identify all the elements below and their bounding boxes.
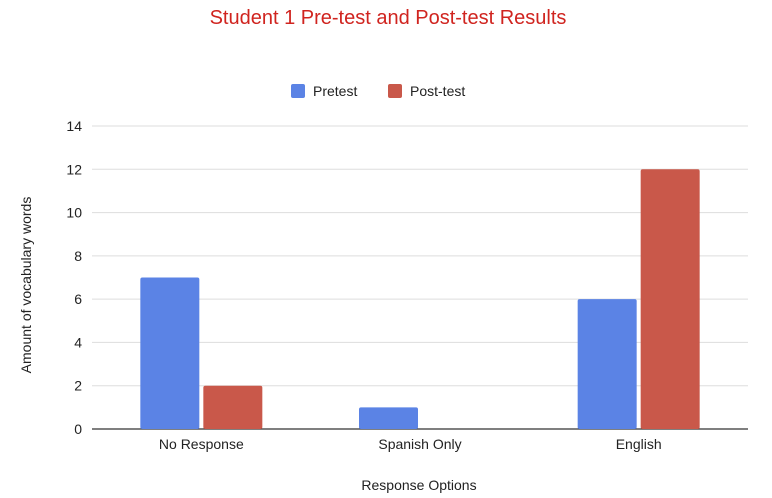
- bar-pretest-no-response: [140, 277, 200, 429]
- x-axis-title: Response Options: [361, 477, 476, 493]
- legend: Pretest Post-test: [291, 83, 465, 99]
- y-tick-label: 10: [66, 205, 82, 221]
- legend-label-post-test: Post-test: [410, 83, 465, 99]
- y-axis-ticks: 0 2 4 6 8 10 12 14: [66, 118, 82, 437]
- y-tick-label: 4: [74, 334, 82, 350]
- y-tick-label: 8: [74, 248, 82, 264]
- bars: [140, 169, 700, 430]
- x-tick-label: Spanish Only: [378, 436, 461, 452]
- chart-title: Student 1 Pre-test and Post-test Results: [210, 7, 567, 29]
- legend-swatch-post-test: [388, 84, 402, 98]
- y-axis-title: Amount of vocabulary words: [18, 197, 34, 374]
- y-tick-label: 6: [74, 291, 82, 307]
- x-tick-label: No Response: [159, 436, 244, 452]
- gridlines: [92, 125, 748, 430]
- legend-swatch-pretest: [291, 84, 305, 98]
- y-tick-label: 0: [74, 421, 82, 437]
- x-axis-ticks: No Response Spanish Only English: [159, 436, 662, 452]
- bar-post-test-no-response: [203, 385, 263, 429]
- legend-label-pretest: Pretest: [313, 83, 357, 99]
- y-tick-label: 14: [66, 118, 82, 134]
- x-tick-label: English: [616, 436, 662, 452]
- y-tick-label: 2: [74, 378, 82, 394]
- bar-pretest-english: [577, 299, 637, 429]
- bar-pretest-spanish-only: [359, 407, 418, 429]
- y-tick-label: 12: [66, 161, 82, 177]
- bar-post-test-english: [640, 169, 700, 430]
